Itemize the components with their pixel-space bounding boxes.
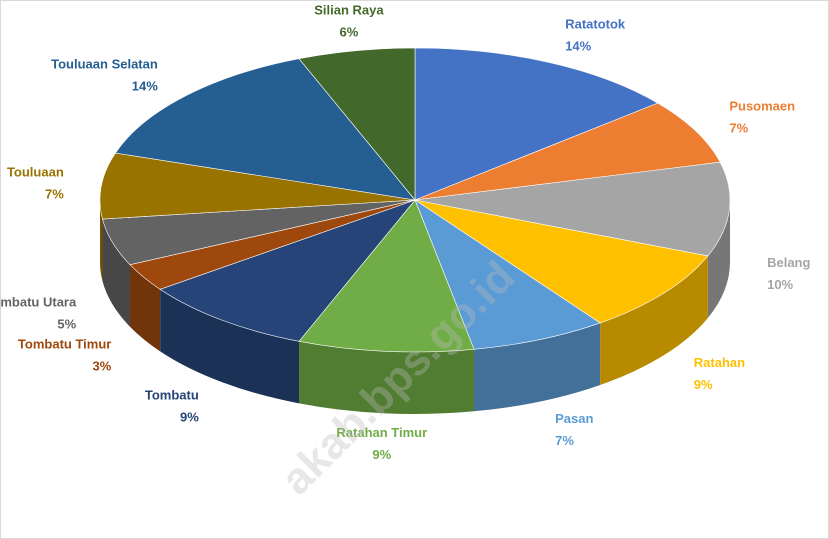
slice-value-label: 7% [729,121,748,136]
slice-side [129,264,161,352]
slice-value-label: 14% [565,38,591,53]
slice-label: Pusomaen [729,99,795,114]
slice-side [100,200,103,282]
slice-value-label: 14% [132,79,158,94]
slice [414,102,721,201]
slice-side [707,200,730,318]
slice [99,152,416,220]
slice [114,58,416,201]
slice-label: Tombatu Timur [18,336,111,351]
slice-label: Ratatotok [565,16,626,31]
pie [99,47,731,414]
slice [298,199,475,353]
slice-value-label: 10% [767,277,793,292]
slice-label: Silian Raya [314,2,384,17]
slice-label: Touluaan [7,164,64,179]
slice-side [600,255,708,385]
slice [159,199,416,342]
slice-value-label: 9% [694,377,713,392]
slice [298,47,416,201]
slice-value-label: 9% [372,447,391,462]
slice-value-label: 6% [339,24,358,39]
slice-label: Touluaan Selatan [51,57,158,72]
slice-label: Ratahan Timur [336,425,427,440]
slice [414,47,659,201]
slice-value-label: 9% [180,410,199,425]
slice-side [299,341,475,414]
slice-side [102,219,130,327]
slice [414,161,731,257]
slice [414,199,709,324]
slice-value-label: 5% [57,316,76,331]
slice-value-label: 7% [45,186,64,201]
slice-value-label: 7% [555,433,574,448]
slice-label: Ratahan [694,355,745,370]
slice-label: Pasan [555,411,593,426]
labels: Ratatotok 14% Pusomaen 7% Belang 10% Ratahan 9%… [0,2,811,462]
slice-label: Belang [767,255,810,270]
slice-side [474,322,601,412]
slice-side [160,289,300,404]
slice [414,199,601,350]
slice-value-label: 3% [93,358,112,373]
slice-label: Tombatu Utara [0,294,77,309]
slice-label: Tombatu [145,388,199,403]
